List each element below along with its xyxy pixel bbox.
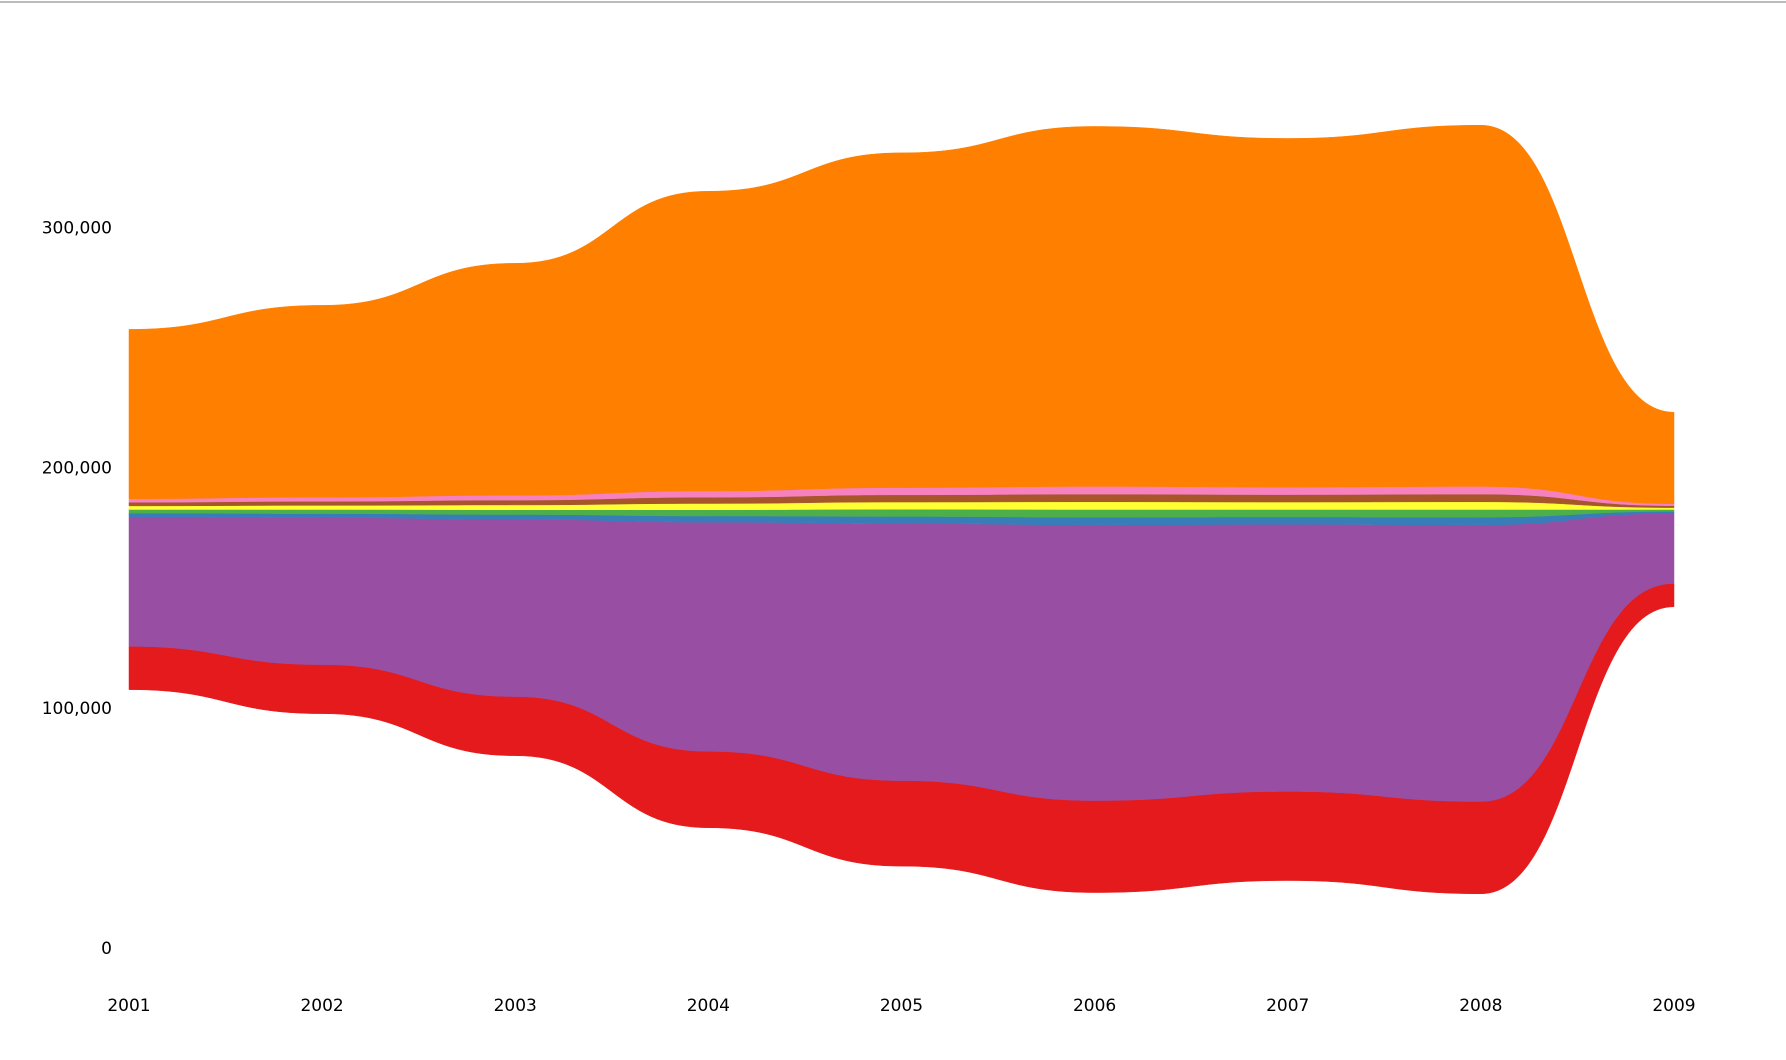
x-tick-label: 2007 (1266, 996, 1309, 1016)
stream-area (128, 513, 1675, 802)
y-tick-label: 300,000 (42, 219, 112, 239)
x-tick-label: 2005 (880, 996, 923, 1016)
y-tick-label: 100,000 (42, 699, 112, 719)
x-tick-label: 2009 (1652, 996, 1695, 1016)
x-tick-label: 2004 (687, 996, 730, 1016)
y-tick-label: 200,000 (42, 459, 112, 479)
x-tick-label: 2003 (494, 996, 537, 1016)
y-tick-label: 0 (101, 939, 112, 959)
x-tick-label: 2002 (300, 996, 343, 1016)
x-tick-label: 2001 (107, 996, 150, 1016)
x-tick-label: 2006 (1073, 996, 1116, 1016)
x-tick-label: 2008 (1459, 996, 1502, 1016)
stream-area (128, 124, 1675, 504)
